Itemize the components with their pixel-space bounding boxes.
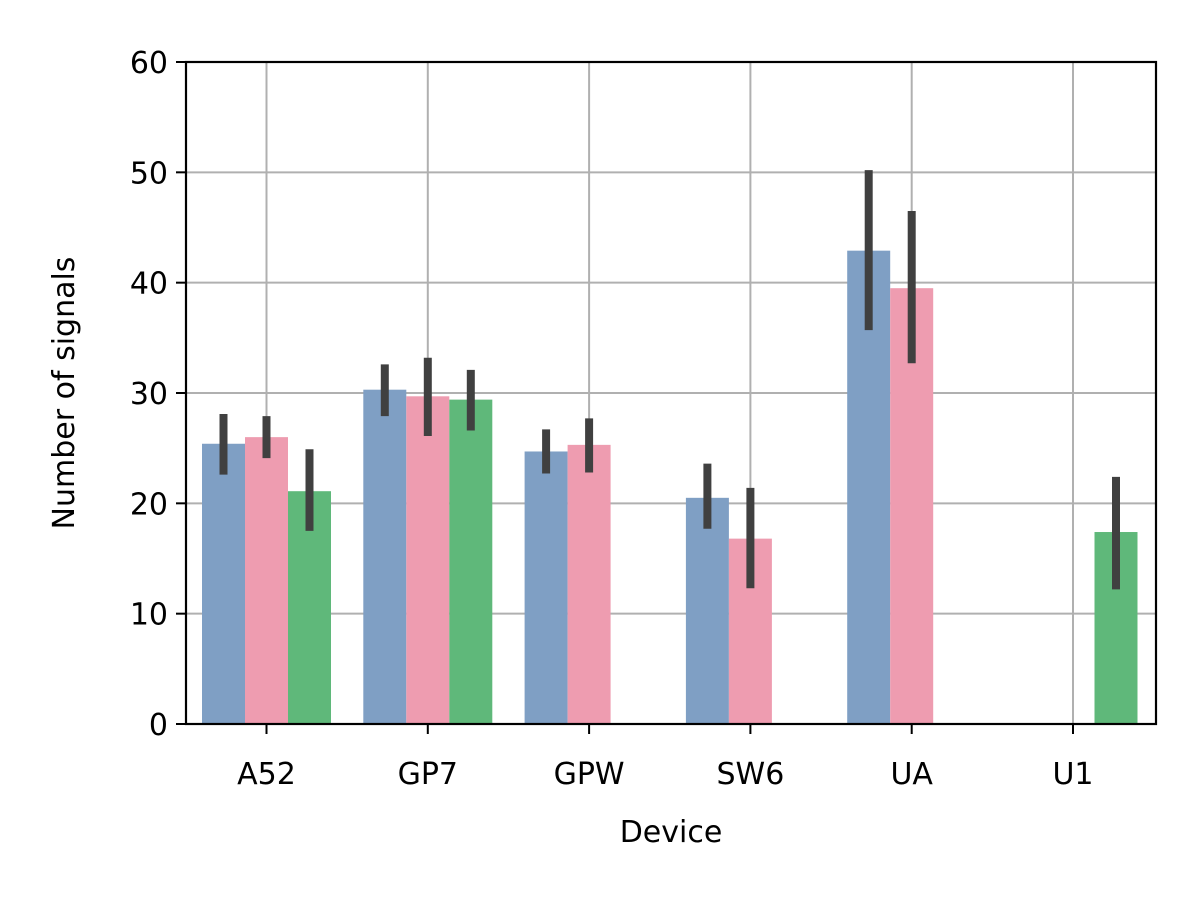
bar — [567, 444, 611, 724]
y-tick-label: 40 — [130, 267, 168, 302]
x-tick-label: A52 — [237, 757, 296, 792]
bar — [524, 451, 568, 724]
x-tick-label: GPW — [554, 757, 625, 792]
bars-layer — [202, 250, 1138, 725]
bar — [363, 389, 407, 724]
x-tick-label: SW6 — [717, 757, 785, 792]
bar — [245, 437, 288, 724]
x-axis-title: Device — [620, 815, 723, 850]
y-tick-label: 30 — [130, 377, 168, 412]
bar — [685, 497, 729, 724]
y-tick-label: 0 — [149, 708, 168, 743]
ticks-layer: 0 10 20 30 40 50 60 A52 GP7 GPW SW6 UA U1 — [130, 46, 1094, 792]
y-tick-label: 10 — [130, 598, 168, 633]
bar — [406, 396, 450, 724]
bar — [202, 443, 245, 724]
y-tick-label: 20 — [130, 487, 168, 522]
bar — [449, 399, 493, 724]
y-axis-title: Number of signals — [47, 257, 82, 530]
x-tick-label: U1 — [1052, 757, 1093, 792]
error-bars-layer — [219, 170, 1120, 590]
grid-layer — [186, 61, 1156, 725]
x-tick-label: UA — [890, 757, 933, 792]
y-tick-label: 60 — [130, 46, 168, 81]
y-tick-label: 50 — [130, 156, 168, 191]
x-tick-label: GP7 — [398, 757, 458, 792]
